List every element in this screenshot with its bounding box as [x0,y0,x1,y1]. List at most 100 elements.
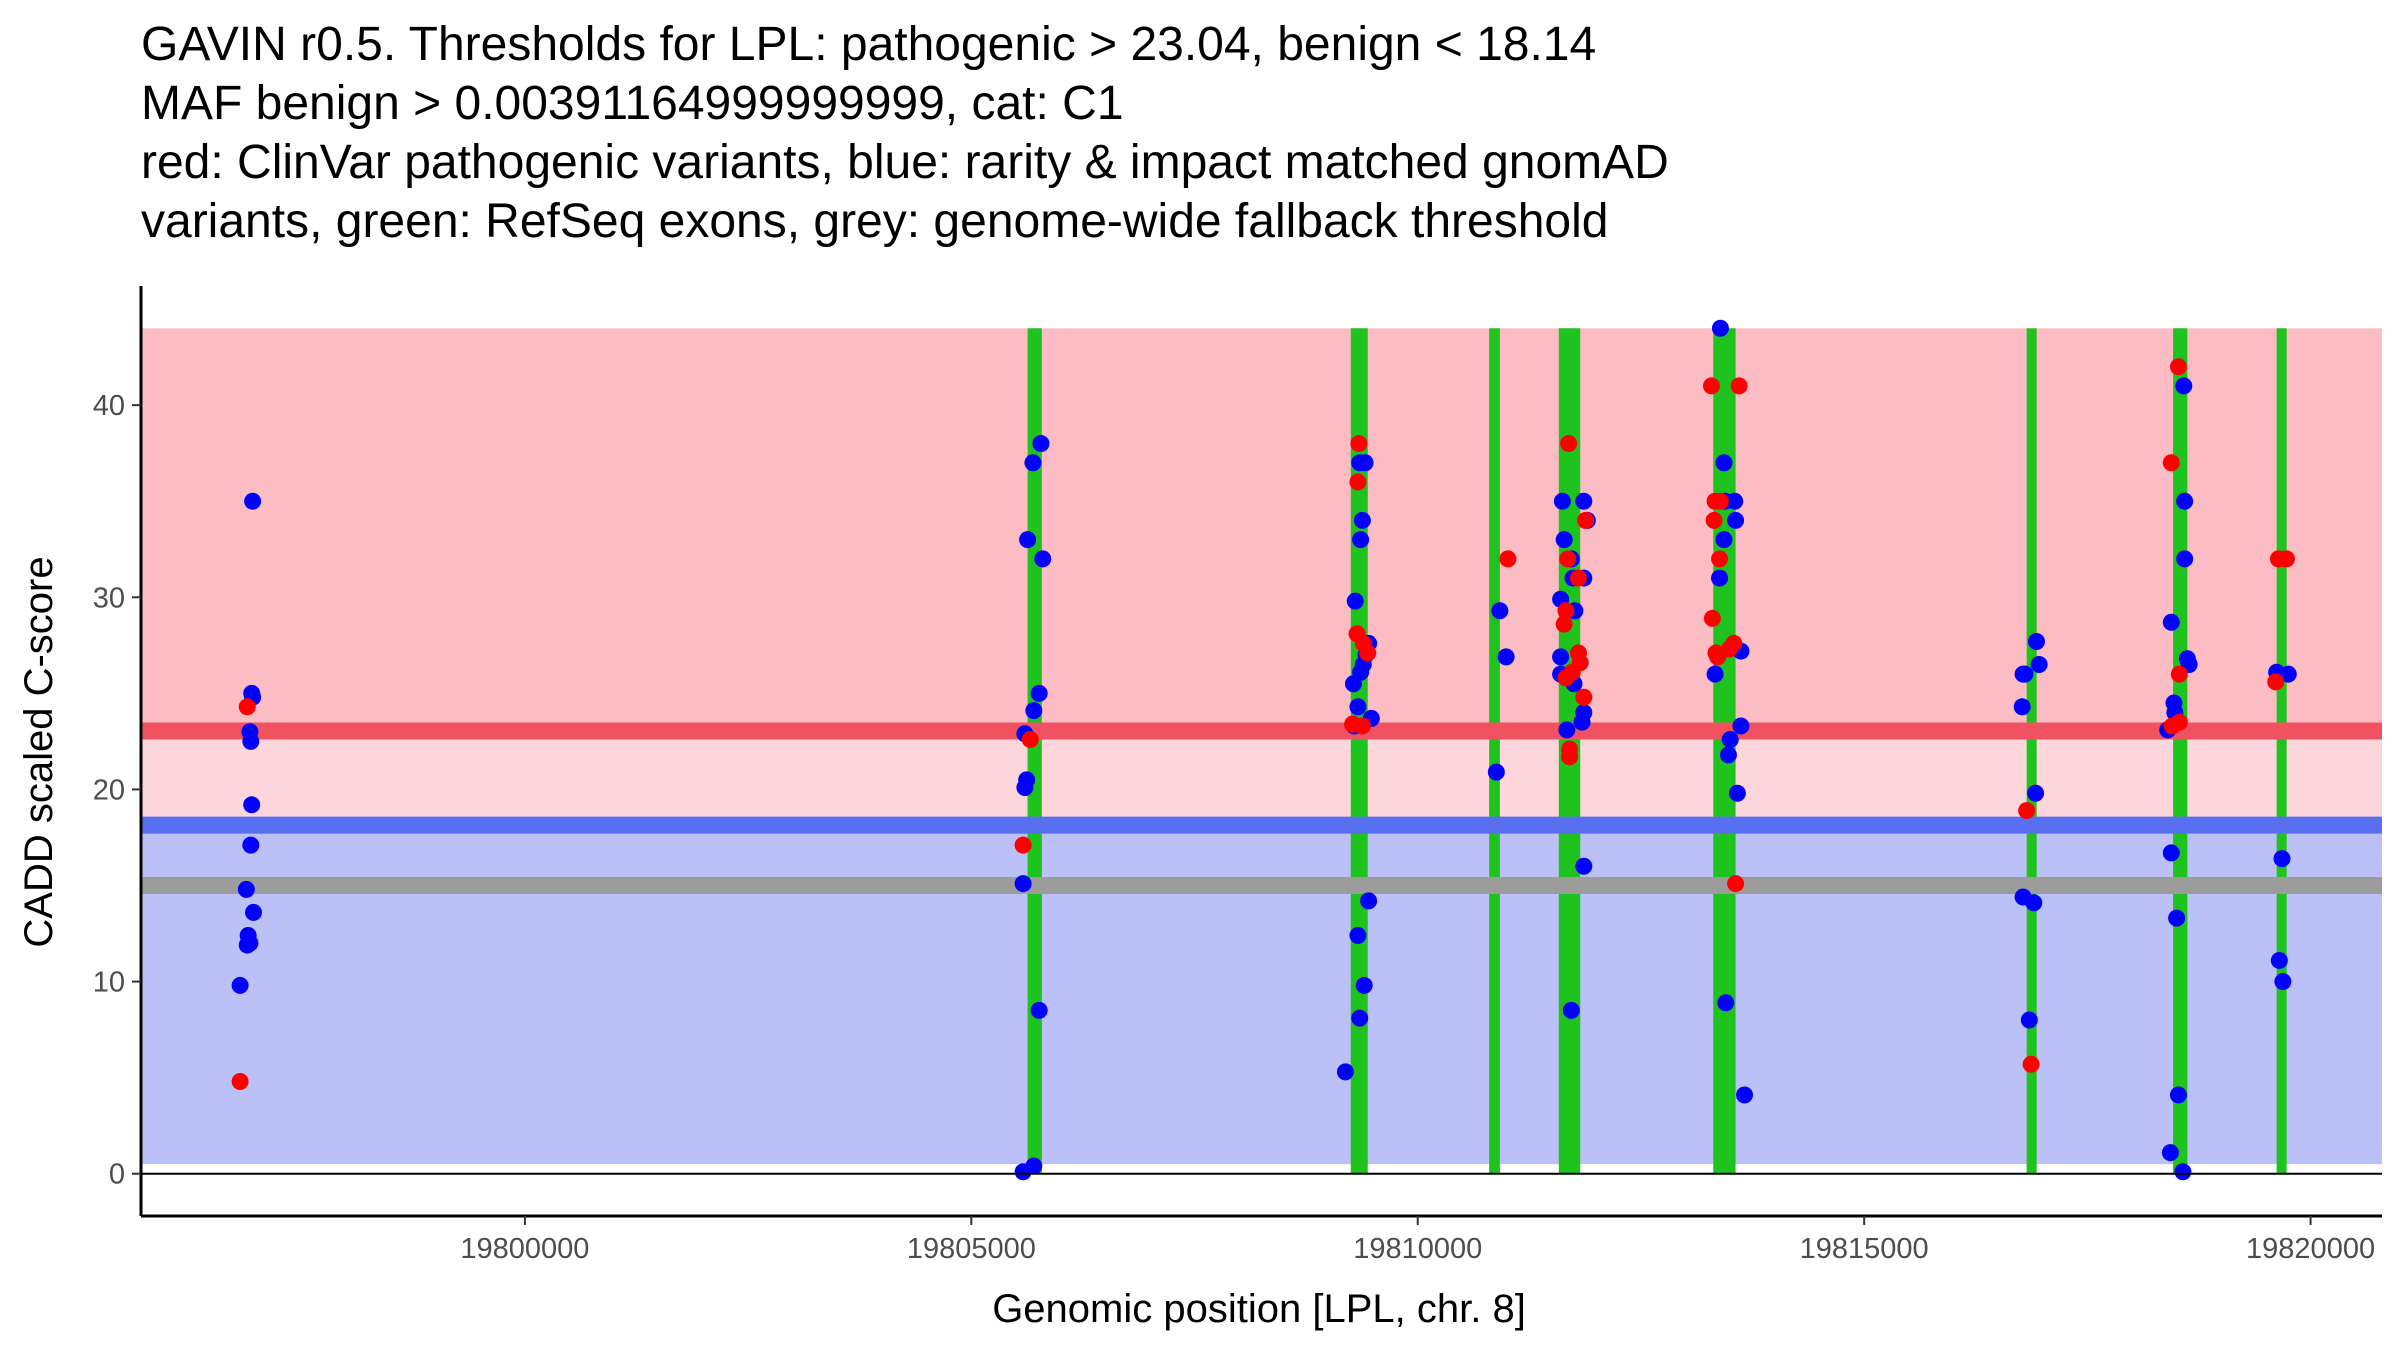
title-line-4: variants, green: RefSeq exons, grey: gen… [141,195,1608,248]
gnomad-point [1018,771,1036,789]
axes: 0 10 20 30 40 19800000 19805000 19810000 1981500… [93,286,2382,1265]
gnomad-point [1726,492,1744,510]
clinvar-point [1555,615,1573,633]
gnomad-point [1711,569,1729,587]
data-points [231,319,2297,1181]
x-tick-label: 19800000 [460,1233,589,1265]
gnomad-point [2279,665,2297,683]
gnomad-point [1034,550,1052,568]
gnomad-point [1336,1063,1354,1081]
clinvar-point [1561,748,1579,766]
gnomad-point [1562,1001,1580,1019]
gnomad-point [1487,763,1505,781]
clinvar-point [1349,473,1367,491]
gnomad-point [1349,926,1367,944]
gnomad-point [1360,892,1378,910]
clinvar-point [1359,644,1377,662]
gnomad-point [1351,1009,1369,1027]
gnomad-point [2020,1011,2038,1029]
gnomad-point [1553,492,1571,510]
gnomad-point [2175,377,2193,395]
x-axis-title: Genomic position [LPL, chr. 8] [992,1287,1526,1331]
gnomad-point [1030,684,1048,702]
clinvar-point [2267,673,2285,691]
clinvar-point [1711,492,1729,510]
benign-region [141,825,2382,1165]
gnomad-point [2162,613,2180,631]
gnomad-point [1732,717,1750,735]
gnomad-point [2027,784,2045,802]
gnomad-point [1032,435,1050,453]
gnomad-point [2176,550,2194,568]
gnomad-point [2016,665,2034,683]
x-tick-label: 19810000 [1353,1233,1482,1265]
gnomad-point [1025,702,1043,720]
y-tick-label: 20 [93,774,125,806]
gnomad-point [2025,894,2043,912]
clinvar-point [1557,602,1575,620]
chart-title: GAVIN r0.5. Thresholds for LPL: pathogen… [141,18,1669,248]
gnomad-point [1024,454,1042,472]
gnomad-point [2174,1163,2192,1181]
gnomad-point [1349,698,1367,716]
gnomad-point [1355,976,1373,994]
gnomad-point [231,976,249,994]
gnomad-point [2030,656,2048,674]
clinvar-point [2163,717,2181,735]
gnomad-point [1719,746,1737,764]
gnomad-point [242,732,260,750]
gnomad-point [1575,492,1593,510]
y-axis-title: CADD scaled C-score [17,556,61,947]
exon-bar-6 [2026,328,2037,1174]
clinvar-point [1711,550,1729,568]
gnomad-point [1736,1086,1754,1104]
gnomad-point [1356,454,1374,472]
y-tick-label: 0 [109,1159,125,1191]
gnomad-point [2162,844,2180,862]
gnomad-point [1575,857,1593,875]
x-tick-label: 19815000 [1800,1233,1929,1265]
gnomad-point [2273,850,2291,868]
clinvar-point [1709,648,1727,666]
gnomad-point [2176,492,2194,510]
clinvar-point [2162,454,2180,472]
gnomad-point [2274,973,2292,991]
clinvar-point [1730,377,1748,395]
x-tick-label: 19805000 [907,1233,1036,1265]
gnomad-point [237,880,255,898]
y-tick-label: 40 [93,390,125,422]
gnomad-point [1030,1001,1048,1019]
gnomad-point [243,684,261,702]
clinvar-point [1353,717,1371,735]
exon-bar-7 [2173,328,2188,1174]
clinvar-point [2169,358,2187,376]
exon-bar-8 [2276,328,2287,1174]
clinvar-point [1499,550,1517,568]
gnomad-point [1727,511,1745,529]
clinvar-point [1560,435,1578,453]
threshold-regions [141,328,2382,1165]
gnomad-point [2168,909,2186,927]
gnomad-point [1715,454,1733,472]
clinvar-point [1727,875,1745,893]
clinvar-point [1569,569,1587,587]
clinvar-point [1557,669,1575,687]
gnomad-point [244,903,262,921]
gnomad-point [1352,531,1370,549]
clinvar-point [1021,730,1039,748]
clinvar-point [1705,511,1723,529]
clinvar-point [1577,511,1595,529]
clinvar-point [1350,435,1368,453]
threshold-lines [141,722,2382,895]
x-tick-label: 19820000 [2246,1233,2375,1265]
gnomad-point [2027,632,2045,650]
gnomad-point [2270,951,2288,969]
intermediate-region [141,731,2382,826]
gnomad-point [2013,698,2031,716]
clinvar-point [1702,377,1720,395]
gnomad-point [1721,730,1739,748]
gnomad-point [1706,665,1724,683]
gnomad-point [242,836,260,854]
gnomad-point [1552,648,1570,666]
